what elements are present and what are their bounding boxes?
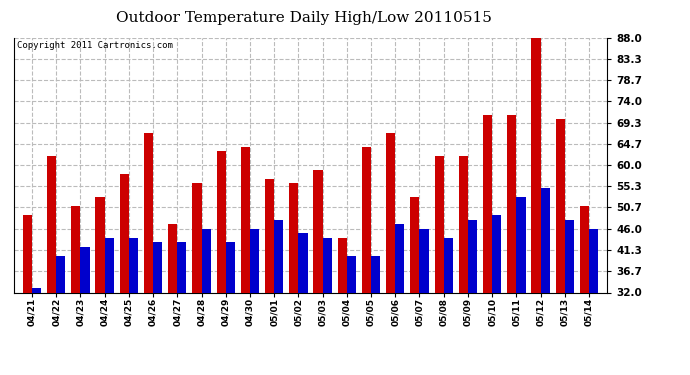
Bar	[507, 115, 516, 292]
Bar	[289, 183, 298, 292]
Bar	[177, 242, 186, 292]
Bar	[589, 229, 598, 292]
Bar	[347, 256, 356, 292]
Text: Copyright 2011 Cartronics.com: Copyright 2011 Cartronics.com	[17, 41, 172, 50]
Bar	[56, 256, 66, 292]
Bar	[119, 174, 129, 292]
Bar	[540, 188, 550, 292]
Bar	[459, 156, 468, 292]
Bar	[71, 206, 81, 292]
Bar	[201, 229, 210, 292]
Bar	[386, 133, 395, 292]
Bar	[250, 229, 259, 292]
Bar	[217, 152, 226, 292]
Bar	[298, 233, 308, 292]
Bar	[47, 156, 56, 292]
Bar	[411, 197, 420, 292]
Bar	[313, 170, 323, 292]
Bar	[81, 247, 90, 292]
Bar	[362, 147, 371, 292]
Bar	[153, 242, 162, 292]
Bar	[32, 288, 41, 292]
Bar	[193, 183, 201, 292]
Bar	[323, 238, 332, 292]
Bar	[23, 215, 32, 292]
Bar	[129, 238, 138, 292]
Bar	[483, 115, 492, 292]
Bar	[468, 220, 477, 292]
Bar	[371, 256, 380, 292]
Bar	[555, 120, 565, 292]
Bar	[531, 38, 540, 292]
Bar	[226, 242, 235, 292]
Bar	[265, 178, 274, 292]
Bar	[420, 229, 428, 292]
Bar	[565, 220, 574, 292]
Bar	[274, 220, 284, 292]
Bar	[144, 133, 153, 292]
Bar	[516, 197, 526, 292]
Bar	[492, 215, 502, 292]
Bar	[241, 147, 250, 292]
Bar	[105, 238, 114, 292]
Bar	[435, 156, 444, 292]
Bar	[580, 206, 589, 292]
Bar	[395, 224, 404, 292]
Bar	[168, 224, 177, 292]
Bar	[337, 238, 347, 292]
Bar	[95, 197, 105, 292]
Text: Outdoor Temperature Daily High/Low 20110515: Outdoor Temperature Daily High/Low 20110…	[116, 11, 491, 25]
Bar	[444, 238, 453, 292]
